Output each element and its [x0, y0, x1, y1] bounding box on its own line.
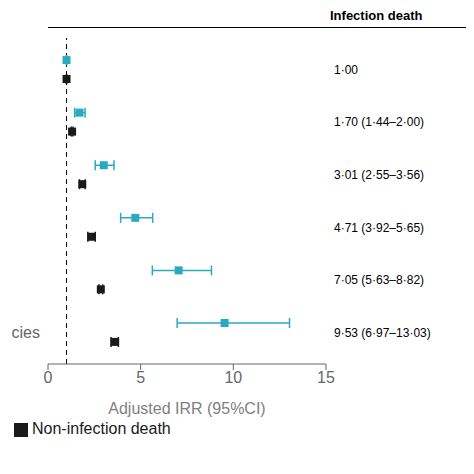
svg-text:15: 15: [317, 369, 335, 386]
svg-text:0: 0: [44, 369, 53, 386]
html-text:Infection death: Infection death: [330, 8, 423, 23]
svg-text:cies: cies: [12, 324, 40, 341]
svg-text:1·70 (1·44–2·00): 1·70 (1·44–2·00): [334, 115, 424, 129]
svg-text:7·05 (5·63–8·82): 7·05 (5·63–8·82): [334, 273, 424, 287]
svg-text:3·01 (2·55–3·56): 3·01 (2·55–3·56): [334, 168, 424, 182]
svg-text:10: 10: [224, 369, 242, 386]
html-text:Non-infection death: Non-infection death: [32, 420, 171, 437]
svg-text:9·53 (6·97–13·03): 9·53 (6·97–13·03): [334, 326, 431, 340]
svg-text:4·71 (3·92–5·65): 4·71 (3·92–5·65): [334, 221, 424, 235]
svg-text:5: 5: [136, 369, 145, 386]
svg-text:Adjusted IRR (95%CI): Adjusted IRR (95%CI): [108, 400, 265, 417]
svg-text:1·00: 1·00: [334, 63, 358, 77]
